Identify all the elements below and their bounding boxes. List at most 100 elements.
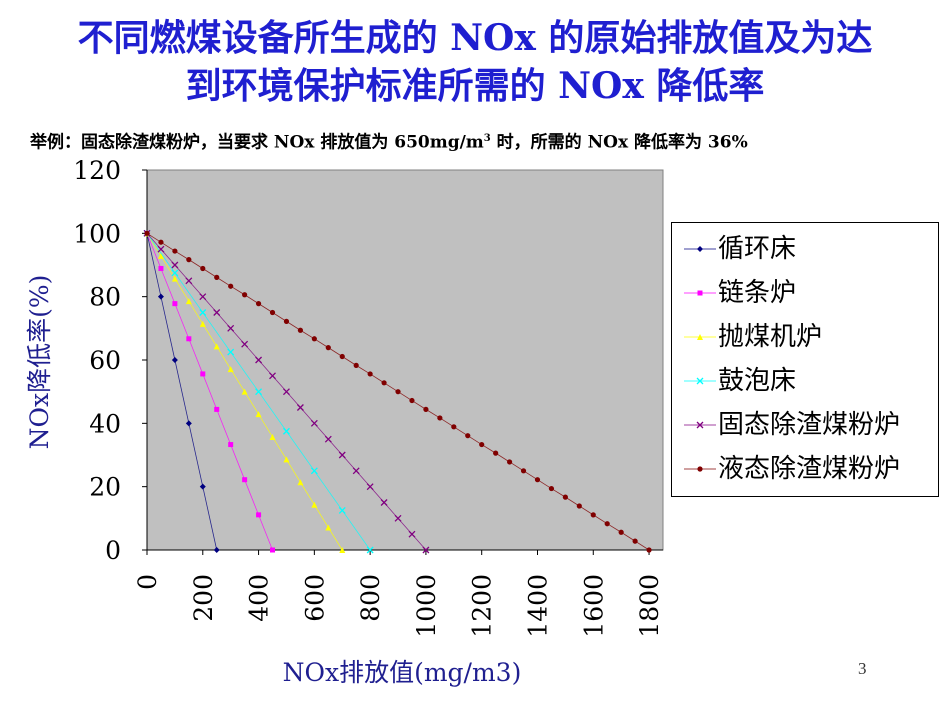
data-point	[493, 450, 499, 456]
data-point	[158, 265, 164, 271]
note-text-1: 举例：固态除渣煤粉炉，当要求 NOx 排放值为 650mg/m	[30, 132, 484, 153]
y-axis-title: NOx降低率(%)	[25, 275, 54, 450]
x-tick-label: 200	[189, 574, 218, 622]
data-point	[158, 239, 164, 245]
data-point	[367, 371, 373, 377]
data-point	[157, 293, 164, 300]
data-point	[422, 546, 430, 554]
data-point	[339, 353, 345, 360]
data-point	[324, 435, 332, 443]
data-point	[213, 343, 220, 350]
data-point	[451, 424, 457, 430]
data-point	[199, 483, 206, 490]
slide-title: 不同燃煤设备所生成的 NOx 的原始排放值及为达 到环境保护标准所需的 NOx …	[0, 14, 950, 110]
data-point	[353, 362, 359, 368]
y-tick-label: 40	[89, 409, 121, 438]
data-point	[228, 283, 234, 289]
legend-label: 抛煤机炉	[718, 322, 823, 352]
data-point	[604, 521, 610, 527]
data-point	[185, 420, 192, 427]
y-tick-label: 100	[73, 219, 121, 248]
legend-label: 固态除渣煤粉炉	[718, 410, 901, 440]
data-point	[646, 547, 652, 553]
x-axis-title: NOx排放值(mg/m3)	[283, 658, 522, 687]
data-point	[408, 530, 416, 538]
data-point	[297, 479, 304, 486]
data-point	[213, 309, 221, 316]
data-point	[325, 524, 332, 531]
data-point	[296, 404, 304, 411]
legend-marker	[696, 421, 704, 429]
data-point	[242, 292, 248, 298]
legend-label: 液态除渣煤粉炉	[718, 454, 901, 484]
data-point	[339, 547, 346, 553]
x-tick-label: 1600	[579, 574, 608, 638]
legend-item: 鼓泡床	[672, 359, 938, 403]
data-point	[199, 309, 207, 316]
data-point	[186, 257, 192, 263]
data-point	[171, 269, 179, 277]
legend-symbol	[684, 421, 716, 429]
page-number: 3	[858, 659, 867, 678]
legend-symbol	[684, 334, 716, 340]
data-point	[283, 318, 290, 324]
legend-item: 循环床	[672, 227, 938, 271]
data-point	[269, 372, 276, 380]
data-point	[352, 467, 360, 475]
y-tick-label: 20	[89, 473, 121, 502]
x-tick-label: 0	[133, 574, 162, 590]
data-point	[380, 499, 388, 506]
plot-area	[146, 169, 664, 551]
data-point	[506, 459, 513, 465]
data-point	[255, 301, 262, 307]
legend-symbol	[684, 246, 716, 252]
data-point	[200, 265, 206, 272]
series-4	[143, 229, 374, 554]
data-point	[269, 433, 276, 440]
legend-symbol	[684, 377, 716, 385]
data-point	[366, 546, 374, 554]
data-point	[409, 397, 415, 404]
note-text-2: 时，所需的 NOx 降低率为 36%	[490, 132, 748, 153]
legend-item: 固态除渣煤粉炉	[672, 403, 938, 447]
data-point	[270, 547, 276, 553]
data-point	[199, 293, 207, 301]
data-point	[366, 483, 374, 491]
legend-item: 抛煤机炉	[672, 315, 938, 359]
series-5	[143, 229, 430, 554]
x-tick-label: 1800	[635, 574, 664, 638]
data-point	[171, 357, 178, 363]
title-line-2: 到环境保护标准所需的 NOx 降低率	[185, 65, 765, 107]
x-tick-label: 1400	[523, 574, 552, 638]
legend-marker	[697, 466, 703, 472]
y-tick-label: 80	[89, 283, 121, 312]
note-superscript: 3	[483, 133, 491, 144]
y-tick-label: 0	[105, 536, 121, 565]
legend-symbol	[684, 290, 716, 296]
x-tick-label: 1000	[412, 574, 441, 638]
data-point	[157, 245, 165, 253]
data-point	[227, 366, 234, 373]
data-point	[241, 388, 248, 395]
data-point	[228, 442, 234, 448]
data-point	[256, 512, 262, 518]
y-tick-label: 60	[89, 346, 121, 375]
data-point	[186, 336, 192, 342]
data-point	[214, 406, 220, 412]
data-point	[338, 506, 346, 514]
x-tick-label: 800	[356, 574, 385, 622]
series-line	[146, 233, 273, 551]
legend-symbol	[684, 466, 716, 472]
y-tick-label: 120	[73, 156, 121, 185]
data-point	[590, 512, 596, 518]
data-point	[465, 433, 471, 439]
data-point	[241, 340, 249, 348]
data-point	[394, 514, 402, 522]
data-point	[381, 380, 387, 386]
data-point	[325, 345, 331, 351]
data-point	[395, 389, 401, 395]
data-point	[199, 320, 206, 327]
title-line-1: 不同燃煤设备所生成的 NOx 的原始排放值及为达	[77, 17, 873, 59]
x-tick-label: 600	[300, 574, 329, 622]
chart-legend: 循环床 链条炉 抛煤机炉 鼓泡床 固态除渣煤粉炉 液态除渣煤粉炉	[671, 222, 939, 497]
